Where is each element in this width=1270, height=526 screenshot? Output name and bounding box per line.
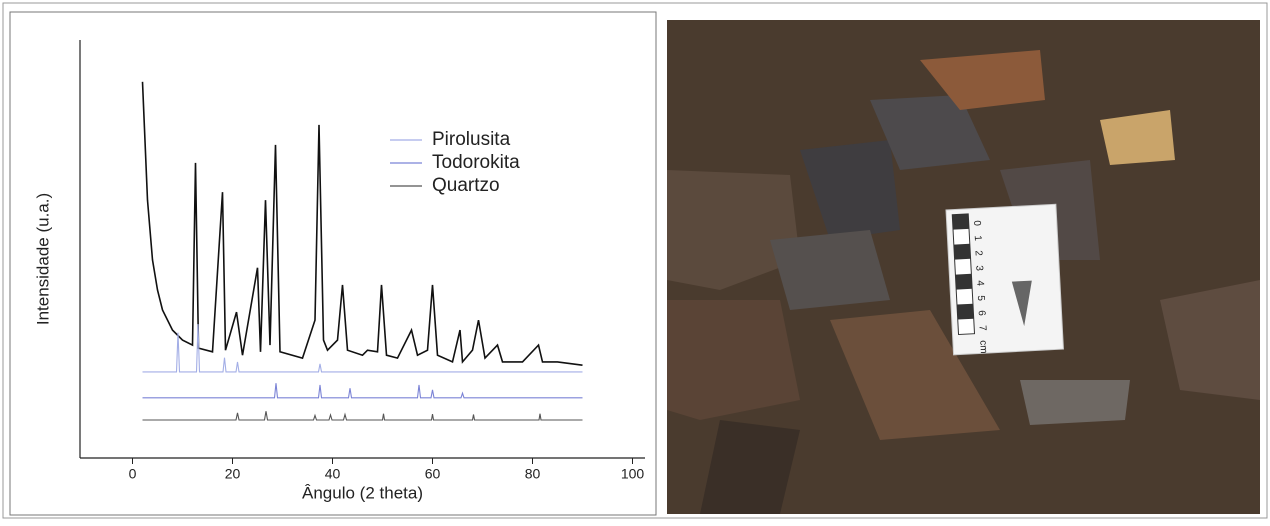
legend-label: Pirolusita xyxy=(432,129,511,150)
x-tick-label: 100 xyxy=(621,466,645,482)
scale-label: 7 xyxy=(976,325,987,332)
scale-label: 3 xyxy=(973,265,984,272)
legend-label: Quartzo xyxy=(432,175,500,196)
scale-label: 0 xyxy=(971,220,982,227)
scale-label: 1 xyxy=(972,235,983,242)
scale-label: 6 xyxy=(976,310,987,317)
scale-label: 5 xyxy=(975,295,986,302)
x-tick-label: 80 xyxy=(525,466,541,482)
x-tick-label: 60 xyxy=(425,466,441,482)
legend-label: Todorokita xyxy=(432,152,520,173)
x-tick-label: 20 xyxy=(225,466,241,482)
figure: 0 1 2 3 4 5 6 7 cm 0 20 40 60 80 100 Ângulo (2 theta) I… xyxy=(0,0,1270,521)
y-axis-label: Intensidade (u.a.) xyxy=(33,193,52,325)
chart-panel xyxy=(10,12,656,515)
scale-label: 4 xyxy=(974,280,985,287)
x-axis-label: Ângulo (2 theta) xyxy=(302,483,423,502)
scale-label: cm xyxy=(977,340,989,354)
x-tick-label: 40 xyxy=(325,466,341,482)
x-tick-label: 0 xyxy=(129,466,137,482)
scale-label: 2 xyxy=(973,250,984,257)
photo: 0 1 2 3 4 5 6 7 cm xyxy=(667,20,1260,514)
